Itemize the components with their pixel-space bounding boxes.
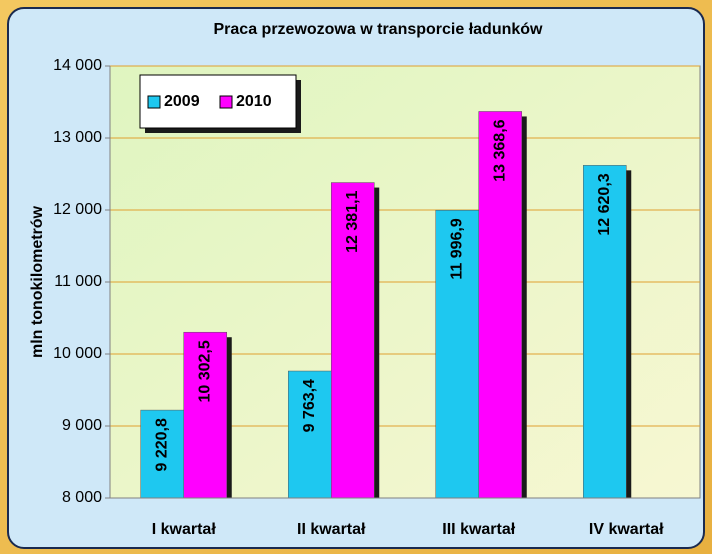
chart-title: Praca przewozowa w transporcie ładunków — [214, 21, 544, 38]
legend-swatch — [219, 95, 233, 109]
x-tick-label: I kwartał — [152, 521, 217, 538]
y-tick-label: 9 000 — [62, 417, 102, 434]
y-tick-label: 12 000 — [53, 201, 102, 218]
value-label: 11 996,9 — [448, 218, 465, 280]
x-tick-label: IV kwartał — [589, 521, 664, 538]
y-tick-label: 14 000 — [53, 57, 102, 74]
x-tick-label: III kwartał — [442, 521, 515, 538]
value-label: 9 763,4 — [301, 379, 318, 432]
y-axis-label: mln tonokilometrów — [29, 205, 46, 358]
y-tick-label: 11 000 — [54, 273, 102, 290]
legend-swatch — [147, 95, 161, 109]
x-tick-label: II kwartał — [297, 521, 366, 538]
value-label: 12 620,3 — [596, 173, 613, 235]
value-label: 10 302,5 — [196, 340, 213, 402]
bar — [331, 182, 375, 499]
bar — [478, 111, 522, 499]
legend — [139, 74, 297, 129]
legend-label: 2010 — [236, 93, 272, 110]
bar — [583, 165, 627, 499]
y-tick-label: 13 000 — [53, 129, 102, 146]
value-label: 13 368,6 — [491, 119, 508, 181]
value-label: 12 381,1 — [344, 190, 361, 252]
bar — [140, 409, 184, 499]
y-tick-label: 8 000 — [62, 489, 102, 506]
value-label: 9 220,8 — [153, 418, 170, 471]
y-tick-label: 10 000 — [53, 345, 102, 362]
bar — [288, 370, 332, 499]
legend-label: 2009 — [164, 93, 200, 110]
